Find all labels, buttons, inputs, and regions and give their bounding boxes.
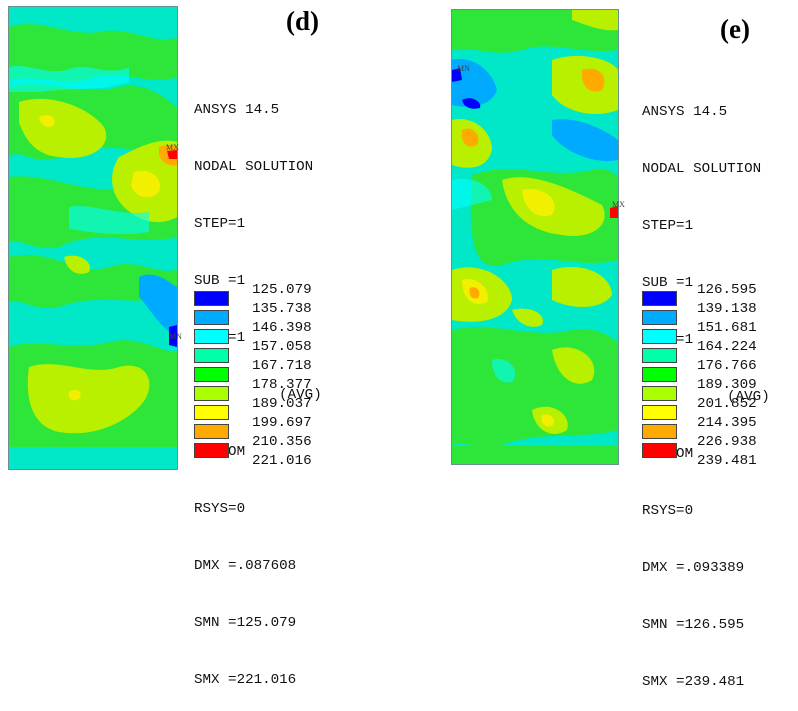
- info-line: DMX =.093389: [642, 560, 745, 576]
- info-line: SMN =125.079: [194, 615, 297, 631]
- legend-value: 157.058: [252, 339, 312, 355]
- info-line: DMX =.087608: [194, 558, 297, 574]
- legend-swatch: [194, 443, 229, 458]
- info-line: RSYS=0: [642, 503, 694, 519]
- panel-label-e: (e): [720, 14, 750, 44]
- legend-value: 189.037: [252, 396, 312, 412]
- legend-value: 214.395: [697, 415, 757, 431]
- info-line: SMX =239.481: [642, 674, 745, 690]
- legend-value: 176.766: [697, 358, 757, 374]
- info-line: SMX =221.016: [194, 672, 297, 688]
- legend-swatch: [642, 329, 677, 344]
- legend-swatch: [194, 329, 229, 344]
- min-marker-d: MN: [169, 332, 182, 341]
- legend-swatch: [194, 405, 229, 420]
- legend-value: 135.738: [252, 301, 312, 317]
- legend-swatch: [642, 367, 677, 382]
- legend-swatch: [642, 405, 677, 420]
- legend-swatch: [194, 367, 229, 382]
- info-line: ANSYS 14.5: [642, 104, 728, 120]
- legend-swatch: [642, 424, 677, 439]
- legend-value: 189.309: [697, 377, 757, 393]
- max-marker-d: MX: [166, 143, 179, 152]
- info-line: SMN =126.595: [642, 617, 745, 633]
- contour-plot-e: [451, 9, 619, 465]
- legend-swatch: [194, 291, 229, 306]
- legend-swatch: [194, 386, 229, 401]
- legend-value: 226.938: [697, 434, 757, 450]
- info-line: STEP=1: [194, 216, 246, 232]
- contour-plot-d: [8, 6, 178, 470]
- info-line: NODAL SOLUTION: [642, 161, 762, 177]
- legend-swatch: [194, 348, 229, 363]
- legend-swatch: [194, 310, 229, 325]
- legend-value: 239.481: [697, 453, 757, 469]
- legend-value: 201.852: [697, 396, 757, 412]
- info-line: ANSYS 14.5: [194, 102, 280, 118]
- info-line: SUB =1: [642, 275, 694, 291]
- legend-swatch: [642, 291, 677, 306]
- legend-min-value: 125.079: [252, 282, 312, 298]
- info-line: RSYS=0: [194, 501, 246, 517]
- legend-value: 151.681: [697, 320, 757, 336]
- legend-value: 178.377: [252, 377, 312, 393]
- legend-swatch: [642, 386, 677, 401]
- legend-value: 199.697: [252, 415, 312, 431]
- info-line: NODAL SOLUTION: [194, 159, 314, 175]
- legend-value: 221.016: [252, 453, 312, 469]
- panel-label-d: (d): [286, 6, 319, 36]
- legend-swatch: [642, 443, 677, 458]
- legend-min-value: 126.595: [697, 282, 757, 298]
- legend-value: 139.138: [697, 301, 757, 317]
- max-marker-e: MX: [612, 200, 625, 209]
- legend-value: 210.356: [252, 434, 312, 450]
- legend-value: 164.224: [697, 339, 757, 355]
- legend-swatch: [194, 424, 229, 439]
- stress-field-d: [9, 7, 177, 469]
- stress-field-e: [452, 10, 618, 464]
- legend-value: 146.398: [252, 320, 312, 336]
- info-line: STEP=1: [642, 218, 694, 234]
- legend-swatch: [642, 348, 677, 363]
- legend-value: 167.718: [252, 358, 312, 374]
- min-marker-e: MN: [457, 64, 470, 73]
- legend-swatch: [642, 310, 677, 325]
- info-line: SUB =1: [194, 273, 246, 289]
